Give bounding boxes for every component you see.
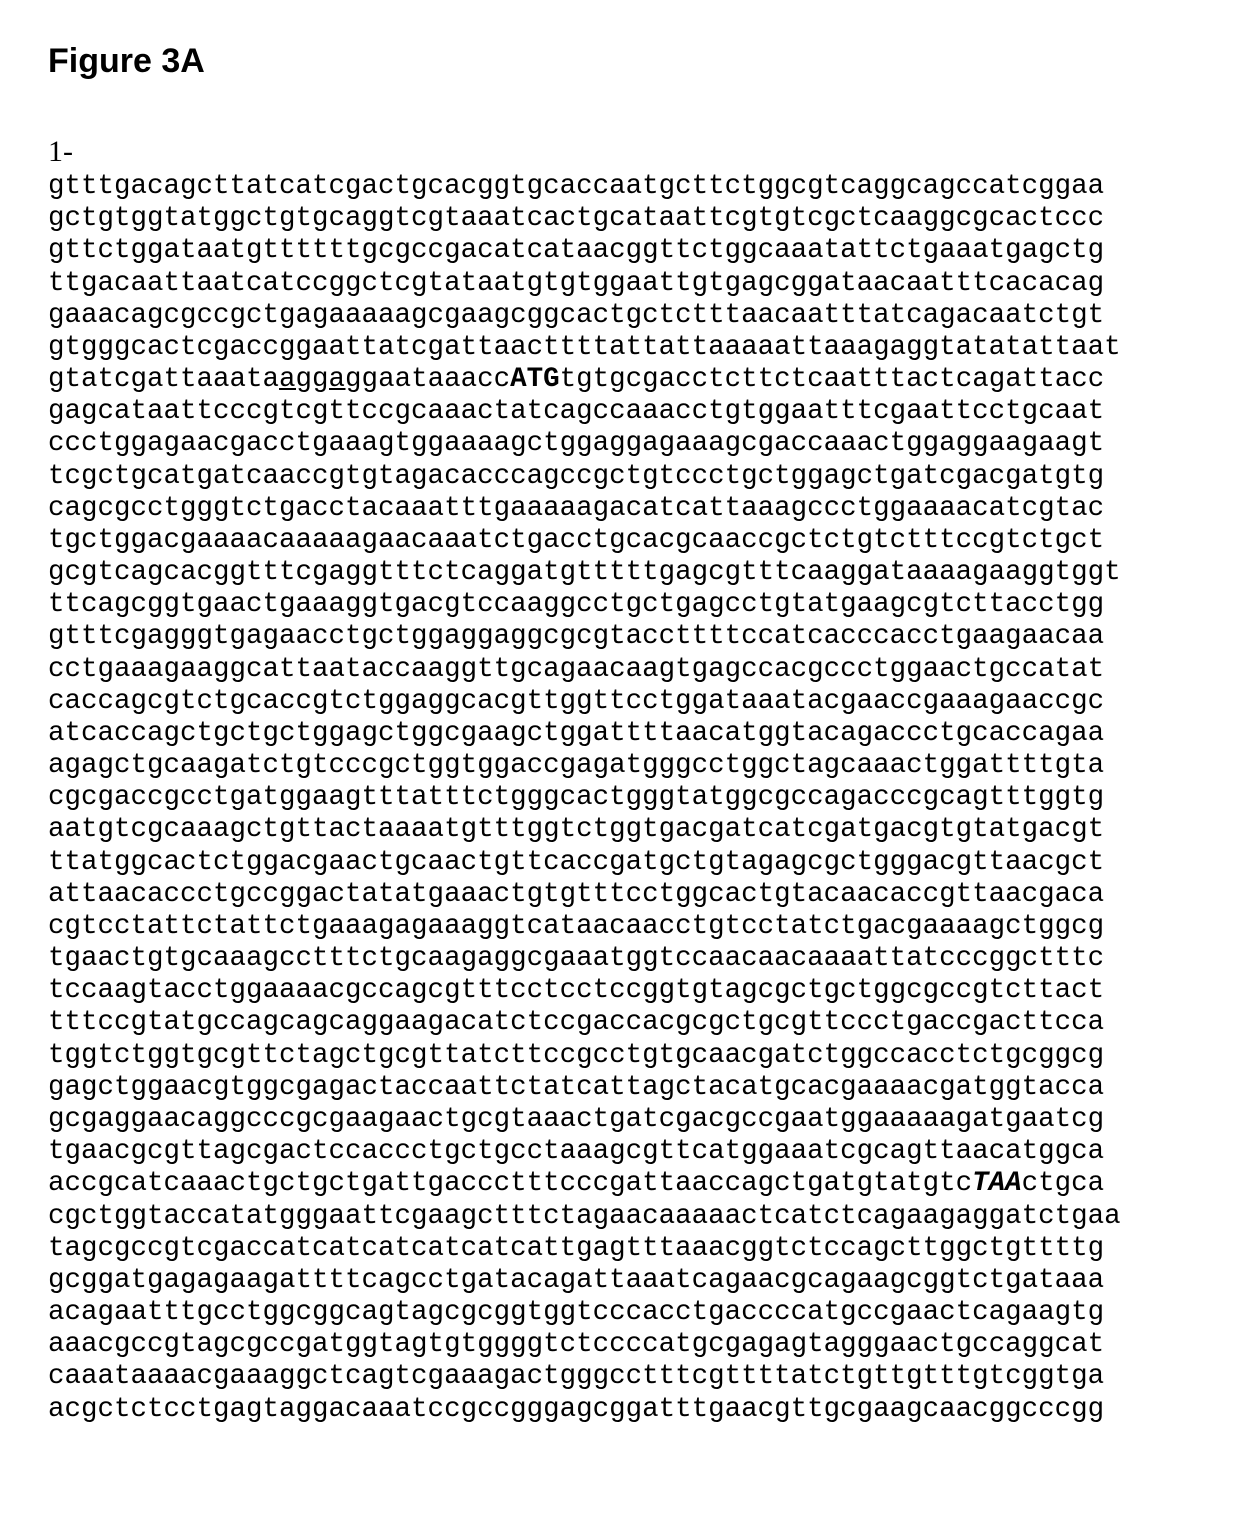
seq-line: aaacgccgtagcgccgatggtagtgtggggtctccccatg… (48, 1329, 1104, 1360)
seq-line: tggtctggtgcgttctagctgcgttatcttccgcctgtgc… (48, 1040, 1104, 1071)
start-codon: ATG (510, 364, 560, 395)
seq-line: gctgtggtatggctgtgcaggtcgtaaatcactgcataat… (48, 203, 1104, 234)
seq-line: caaataaaacgaaaggctcagtcgaaagactgggcctttc… (48, 1361, 1104, 1392)
seq-line: aatgtcgcaaagctgttactaaaatgtttggtctggtgac… (48, 814, 1104, 845)
seq-line-suffix: tgtgcgacctcttctcaatttactcagattacc (560, 364, 1105, 395)
seq-line: gtttgacagcttatcatcgactgcacggtgcaccaatgct… (48, 171, 1104, 202)
seq-line: acgctctcctgagtaggacaaatccgccgggagcggattt… (48, 1394, 1104, 1425)
seq-line: gaaacagcgccgctgagaaaaagcgaagcggcactgctct… (48, 300, 1104, 331)
seq-line: gttctggataatgttttttgcgccgacatcataacggttc… (48, 235, 1104, 266)
seq-line-mid: aataaacc (378, 364, 510, 395)
seq-line: gagctggaacgtggcgagactaccaattctatcattagct… (48, 1072, 1104, 1103)
seq-line-suffix: ctgca (1022, 1168, 1105, 1199)
seq-line: cgcgaccgcctgatggaagtttatttctgggcactgggta… (48, 782, 1104, 813)
seq-line-prefix: accgcatcaaactgctgctgattgaccctttcccgattaa… (48, 1168, 972, 1199)
seq-line: ccctggagaacgacctgaaagtggaaaagctggaggagaa… (48, 428, 1104, 459)
seq-line: gcgtcagcacggtttcgaggtttctcaggatgtttttgag… (48, 557, 1121, 588)
seq-line: agagctgcaagatctgtcccgctggtggaccgagatgggc… (48, 750, 1104, 781)
seq-line: cctgaaagaaggcattaataccaaggttgcagaacaagtg… (48, 654, 1104, 685)
seq-line: gcgaggaacaggcccgcgaagaactgcgtaaactgatcga… (48, 1104, 1104, 1135)
seq-line-prefix: gtatcgattaaata (48, 364, 279, 395)
seq-line: gtgggcactcgaccggaattatcgattaacttttattatt… (48, 332, 1121, 363)
stop-codon: TAA (972, 1168, 1022, 1199)
sequence-position-label: 1- (48, 135, 1192, 169)
seq-line: tccaagtacctggaaaacgccagcgtttcctcctccggtg… (48, 975, 1104, 1006)
seq-line: ttatggcactctggacgaactgcaactgttcaccgatgct… (48, 847, 1104, 878)
seq-line: atcaccagctgctgctggagctggcgaagctggattttaa… (48, 718, 1104, 749)
figure-title: Figure 3A (48, 42, 1192, 81)
seq-line: caccagcgtctgcaccgtctggaggcacgttggttcctgg… (48, 686, 1104, 717)
seq-line: tttccgtatgccagcagcaggaagacatctccgaccacgc… (48, 1007, 1104, 1038)
seq-line: cgctggtaccatatgggaattcgaagctttctagaacaaa… (48, 1201, 1121, 1232)
seq-line: tgaacgcgttagcgactccaccctgctgcctaaagcgttc… (48, 1136, 1104, 1167)
dna-sequence-block: gtttgacagcttatcatcgactgcacggtgcaccaatgct… (48, 171, 1192, 1426)
seq-line: tgctggacgaaaacaaaaagaacaaatctgacctgcacgc… (48, 525, 1104, 556)
seq-line: cgtcctattctattctgaaagagaaaggtcataacaacct… (48, 911, 1104, 942)
seq-line: gtttcgagggtgagaacctgctggaggaggcgcgtacctt… (48, 621, 1104, 652)
seq-line: tcgctgcatgatcaaccgtgtagacacccagccgctgtcc… (48, 461, 1104, 492)
seq-line: acagaatttgcctggcggcagtagcgcggtggtcccacct… (48, 1297, 1104, 1328)
seq-line: tgaactgtgcaaagcctttctgcaagaggcgaaatggtcc… (48, 943, 1104, 974)
seq-line: tagcgccgtcgaccatcatcatcatcatcattgagtttaa… (48, 1233, 1104, 1264)
figure-page: Figure 3A 1- gtttgacagcttatcatcgactgcacg… (0, 0, 1240, 1486)
seq-line: attaacaccctgccggactatatgaaactgtgtttcctgg… (48, 879, 1104, 910)
ribosome-binding-site: aggagg (279, 364, 378, 395)
seq-line: cagcgcctgggtctgacctacaaatttgaaaaagacatca… (48, 493, 1104, 524)
seq-line: ttgacaattaatcatccggctcgtataatgtgtggaattg… (48, 268, 1104, 299)
seq-line: gcggatgagagaagattttcagcctgatacagattaaatc… (48, 1265, 1104, 1296)
seq-line: gagcataattcccgtcgttccgcaaactatcagccaaacc… (48, 396, 1104, 427)
seq-line: ttcagcggtgaactgaaaggtgacgtccaaggcctgctga… (48, 589, 1104, 620)
